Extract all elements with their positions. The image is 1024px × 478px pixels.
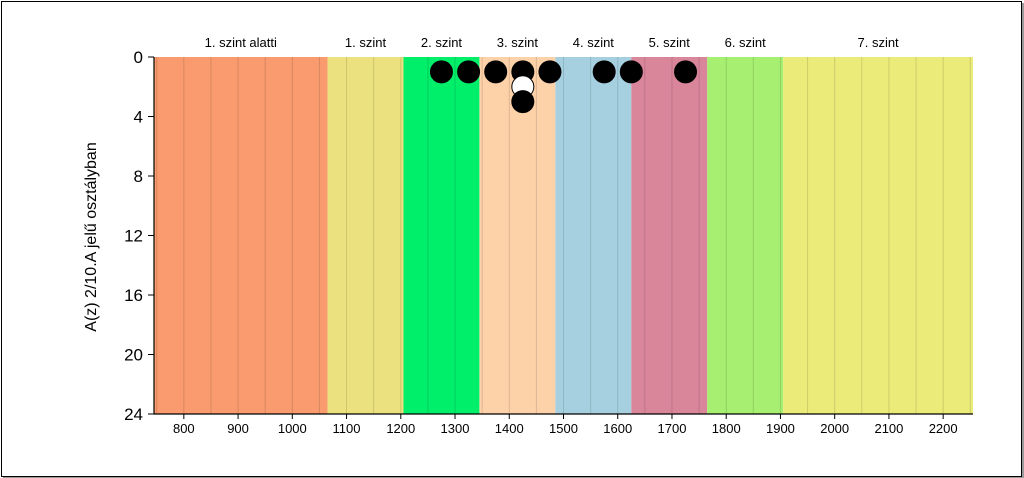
band-label: 2. szint [421,35,463,50]
vertical-gridlines [156,57,971,414]
band-label: 1. szint alatti [205,35,277,50]
band-6 [631,57,708,414]
x-tick-label: 1800 [712,421,741,436]
band-4 [479,57,556,414]
x-tick-label: 1300 [441,421,470,436]
x-tick-label: 1000 [278,421,307,436]
x-tick-label: 2200 [929,421,958,436]
x-tick-label: 2000 [820,421,849,436]
band-5 [555,57,632,414]
x-tick-label: 800 [173,421,195,436]
x-tick-label: 1400 [495,421,524,436]
data-point [674,60,698,84]
x-tick-label: 1900 [766,421,795,436]
band-8 [783,57,973,414]
y-tick-label: 0 [134,48,143,67]
y-tick-label: 24 [124,405,143,424]
x-tick-label: 1600 [603,421,632,436]
y-tick-label: 20 [124,346,143,365]
y-axis-label: A(z) 2/10.A jelű osztályban [83,142,100,331]
band-7 [707,57,784,414]
x-tick-label: 1100 [333,421,361,436]
x-axis-ticks: 800 900 1000 1100 1200 1300 1400 1500 1600 1700 18… [173,414,958,436]
band-label: 5. szint [649,35,691,50]
data-point [457,60,481,84]
x-tick-label: 2100 [874,421,903,436]
data-point [619,60,643,84]
data-point [429,60,453,84]
data-point [592,60,616,84]
band-3 [403,57,480,414]
y-tick-label: 12 [124,227,143,246]
x-tick-label: 1200 [386,421,415,436]
band-1 [154,57,328,414]
data-point [511,90,535,114]
level-bands [154,57,973,414]
y-tick-label: 16 [124,286,143,305]
data-points [429,60,698,114]
x-tick-label: 1500 [549,421,578,436]
band-labels: 1. szint alatti 1. szint 2. szint 3. szint 4… [205,35,899,50]
y-tick-label: 8 [134,167,143,186]
band-label: 4. szint [573,35,615,50]
band-label: 7. szint [857,35,899,50]
y-axis-ticks: 0 4 8 12 16 20 24 [124,48,154,424]
x-tick-label: 1700 [658,421,687,436]
data-point [484,60,508,84]
y-tick-label: 4 [134,108,143,127]
band-label: 1. szint [345,35,387,50]
band-2 [327,57,404,414]
band-label: 3. szint [497,35,539,50]
data-point [538,60,562,84]
x-tick-label: 900 [227,421,249,436]
band-label: 6. szint [725,35,767,50]
